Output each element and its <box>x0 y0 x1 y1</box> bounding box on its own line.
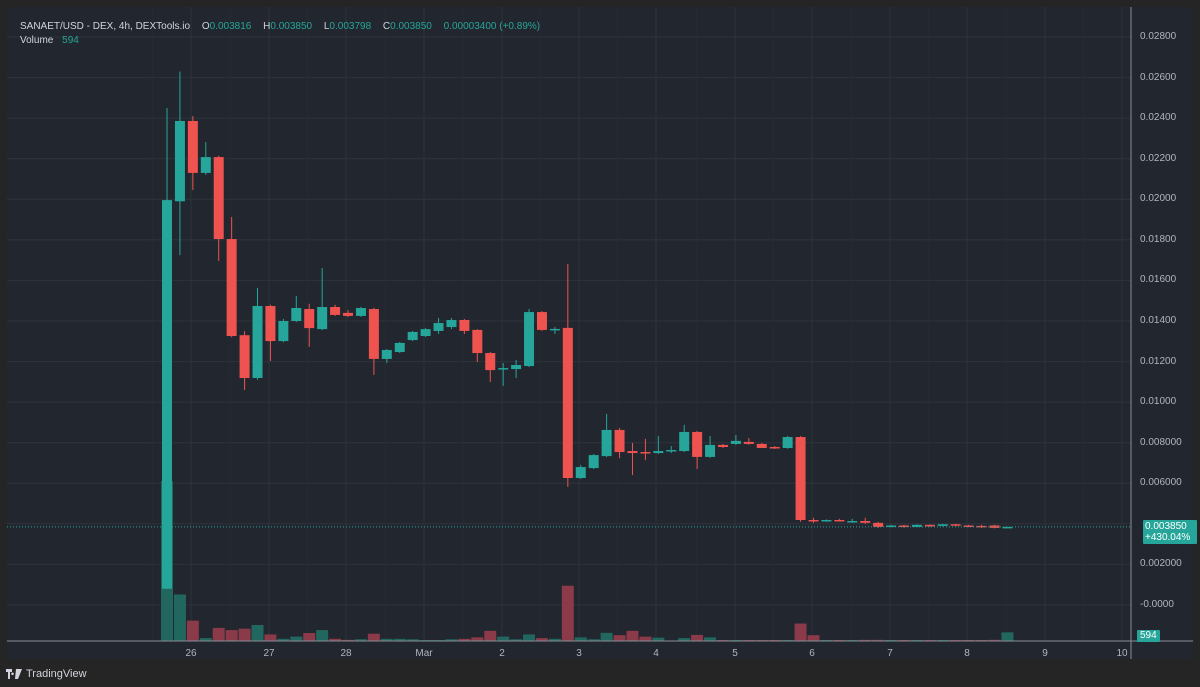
time-tick: Mar <box>415 648 433 659</box>
chart-legend: SANAET/USD - DEX, 4h, DEXTools.io O0.003… <box>20 20 543 48</box>
time-tick: 8 <box>964 648 970 659</box>
price-tick: 0.01600 <box>1140 274 1177 286</box>
price-tick: 0.008000 <box>1140 436 1182 448</box>
price-tick: 0.01000 <box>1140 396 1177 408</box>
time-tick: 27 <box>263 648 275 659</box>
grid-lines <box>7 7 1131 641</box>
volume-bars <box>161 481 1014 641</box>
time-tick: 5 <box>732 648 738 659</box>
volume-label[interactable]: Volume <box>20 35 54 46</box>
price-tick: 0.01400 <box>1140 314 1177 326</box>
chart-panel[interactable]: SANAET/USD - DEX, 4h, DEXTools.io O0.003… <box>7 7 1197 659</box>
time-tick: 6 <box>809 648 815 659</box>
time-tick: 9 <box>1042 648 1048 659</box>
tradingview-logo[interactable]: TradingView <box>6 668 87 680</box>
price-tick: 0.02200 <box>1140 152 1177 164</box>
current-change: +430.04% <box>1145 532 1191 543</box>
price-tick: 0.01800 <box>1140 233 1177 245</box>
time-tick: 2 <box>499 648 505 659</box>
tradingview-icon <box>6 669 22 679</box>
open-label: O <box>201 21 210 32</box>
price-tick: -0.0000 <box>1140 599 1174 610</box>
tradingview-text: TradingView <box>26 668 87 680</box>
price-tick: 0.02000 <box>1140 193 1177 205</box>
volume-value: 594 <box>62 35 79 46</box>
candles <box>162 71 1013 589</box>
volume-row: Volume 594 <box>20 34 543 48</box>
time-tick: 7 <box>887 648 893 659</box>
price-tick: 0.01200 <box>1140 355 1177 367</box>
price-tick: 0.02400 <box>1140 112 1177 124</box>
open-value: 0.003816 <box>209 21 252 32</box>
time-tick: 10 <box>1116 648 1128 659</box>
close-value: 0.003850 <box>390 21 432 32</box>
close-label: C <box>382 21 391 32</box>
time-tick: 3 <box>576 648 582 659</box>
low-value: 0.003798 <box>329 21 372 32</box>
price-tick: 0.02600 <box>1140 71 1177 83</box>
change-value: 0.00003400 (+0.89%) <box>443 21 541 32</box>
axes-overlay <box>7 7 1193 659</box>
candlestick-chart[interactable] <box>7 7 1193 659</box>
time-tick: 4 <box>653 648 659 659</box>
price-tick: 0.002000 <box>1140 558 1182 570</box>
time-tick: 28 <box>340 648 352 659</box>
low-label: L <box>323 21 330 32</box>
price-tick: 0.02800 <box>1140 30 1177 42</box>
high-label: H <box>263 21 271 32</box>
volume-tag: 594 <box>1137 630 1160 642</box>
high-value: 0.003850 <box>270 21 313 32</box>
price-tick: 0.006000 <box>1140 477 1182 489</box>
ohlc-row: SANAET/USD - DEX, 4h, DEXTools.io O0.003… <box>20 20 543 34</box>
current-price: 0.003850 <box>1145 521 1187 532</box>
time-tick: 26 <box>185 648 197 659</box>
symbol-title[interactable]: SANAET/USD - DEX, 4h, DEXTools.io <box>20 21 191 32</box>
current-price-tag: 0.003850 +430.04% <box>1143 520 1197 544</box>
